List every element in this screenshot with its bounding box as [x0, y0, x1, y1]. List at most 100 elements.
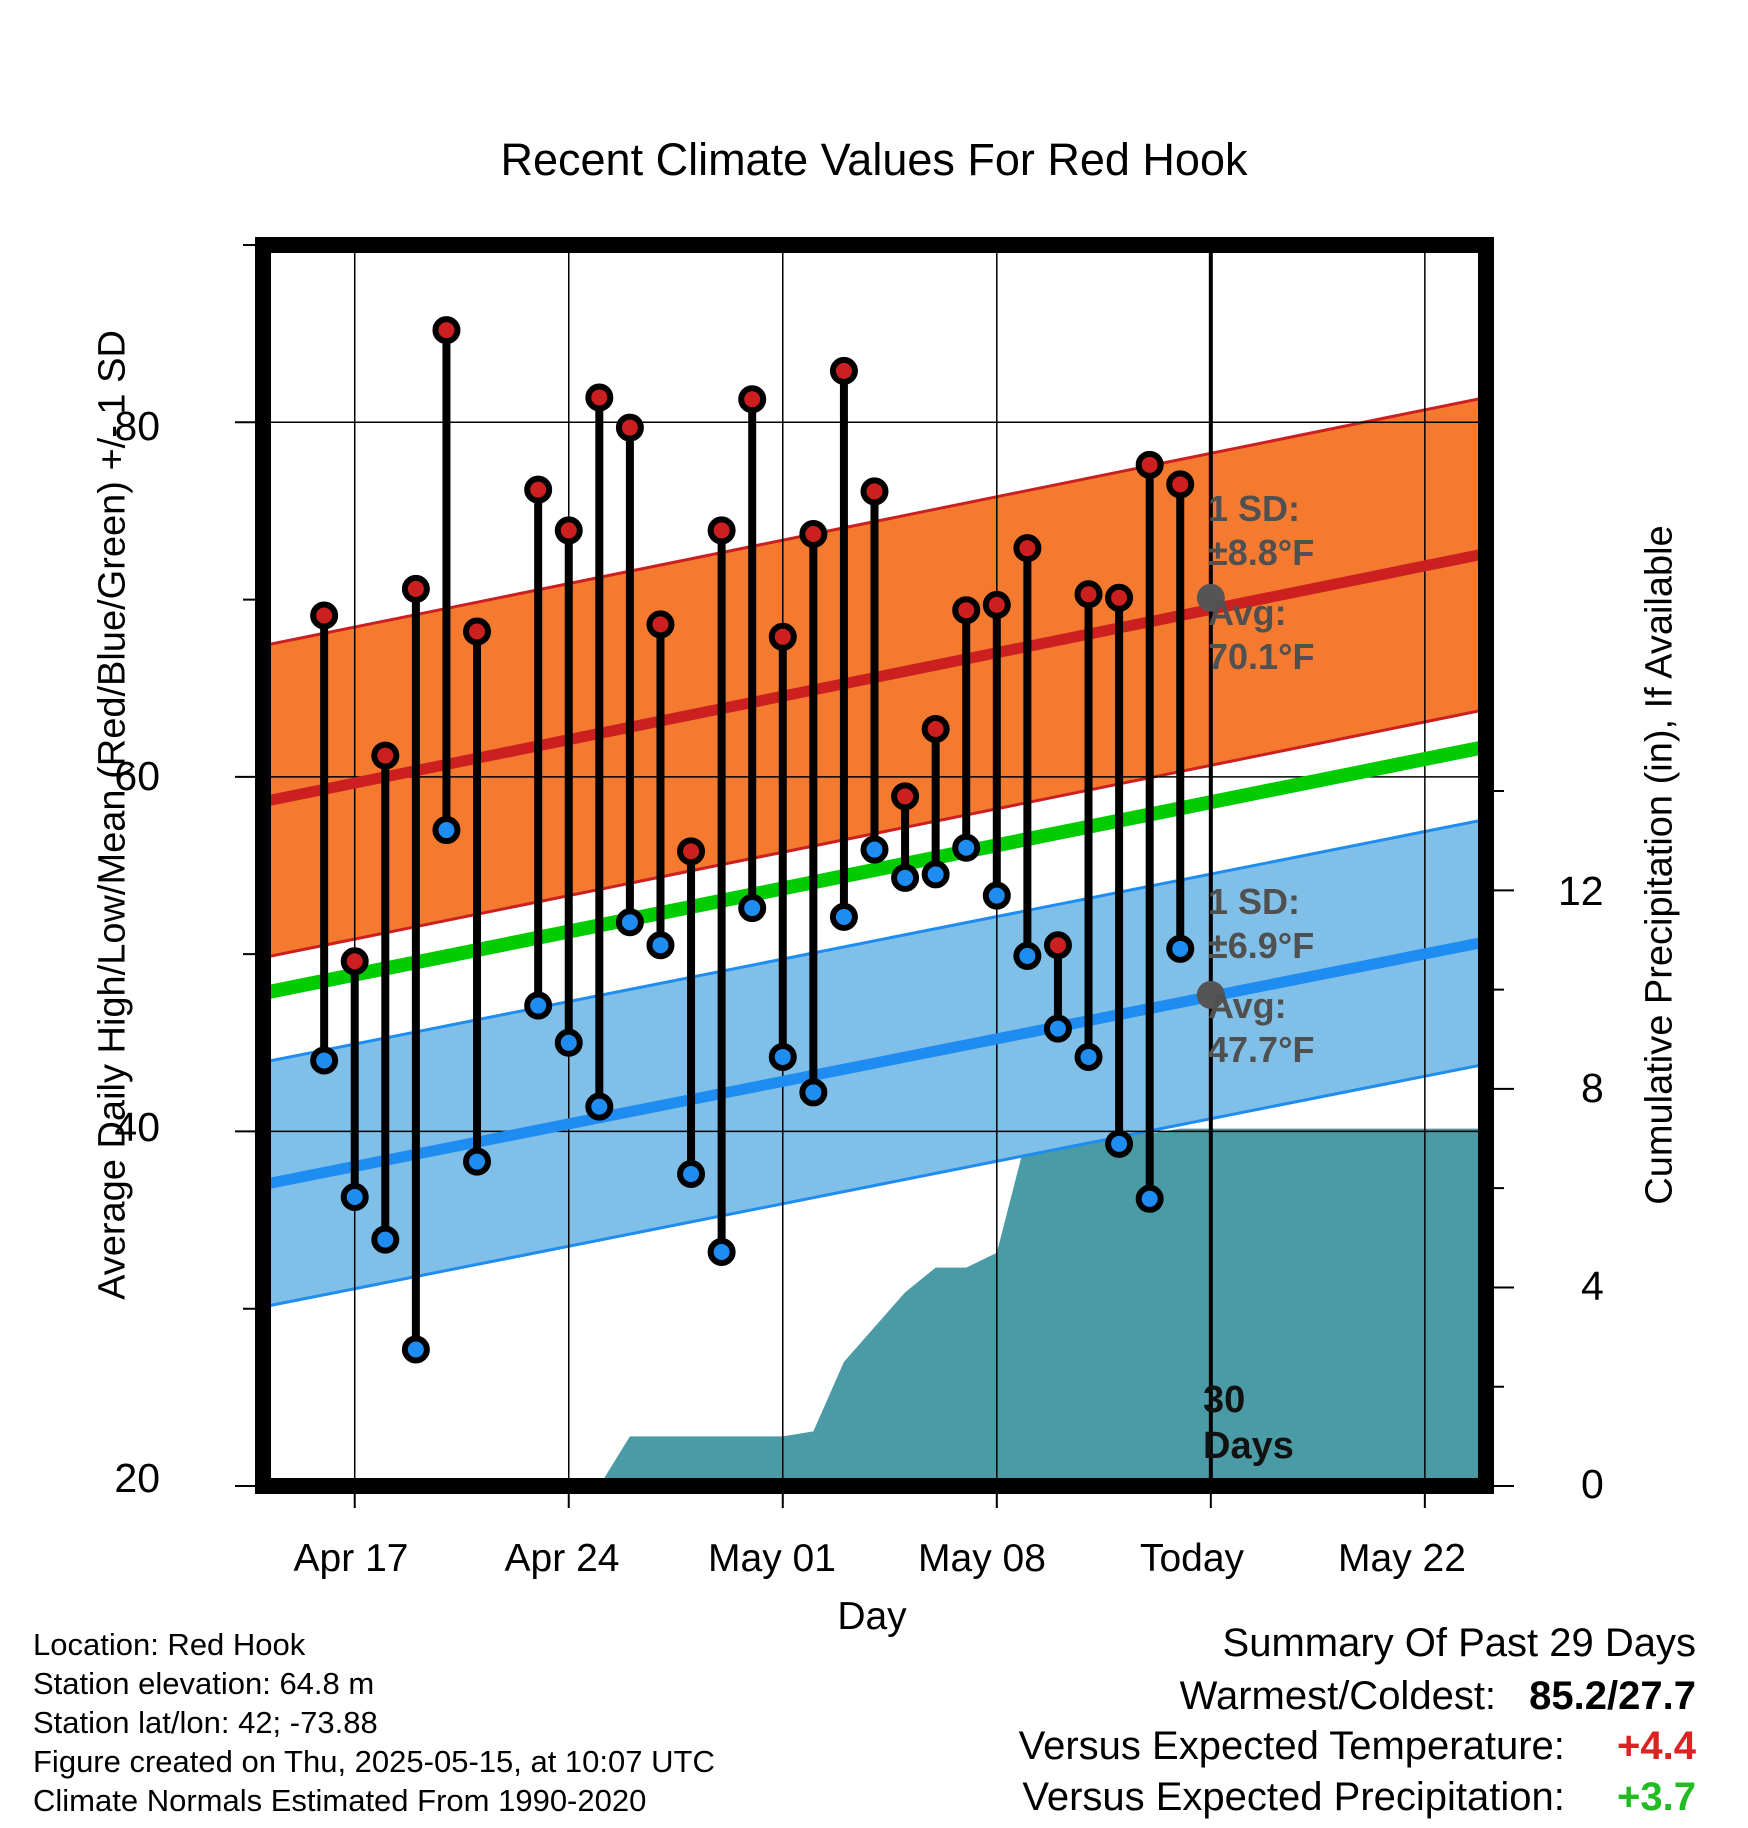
- summary-temp: Versus Expected Temperature: +4.4: [1019, 1724, 1696, 1769]
- daily-high-point: [554, 516, 583, 545]
- daily-high-point: [738, 385, 767, 414]
- high-sd-label: 1 SD:: [1208, 488, 1301, 529]
- daily-high-point: [829, 356, 858, 385]
- daily-low-point: [860, 835, 889, 864]
- daily-high-point: [1013, 534, 1042, 563]
- warm-cold-label: Warmest/Coldest:: [1179, 1674, 1497, 1718]
- y2-tick-label: 0: [1581, 1461, 1604, 1507]
- chart-title: Recent Climate Values For Red Hook: [500, 134, 1248, 185]
- normal-low-line: [263, 936, 1486, 1191]
- info-normals: Climate Normals Estimated From 1990-2020: [33, 1783, 647, 1818]
- x-tick-label: Today: [1139, 1537, 1245, 1580]
- high-avg-value: 70.1°F: [1208, 636, 1315, 677]
- y2-tick-label: 12: [1558, 868, 1604, 914]
- daily-low-point: [677, 1159, 706, 1188]
- high-avg-annotation: Avg: 70.1°F: [1208, 591, 1314, 679]
- precip-value: +3.7: [1617, 1775, 1696, 1819]
- high-sd-annotation: 1 SD: ±8.8°F: [1208, 487, 1314, 575]
- y-axis-label: Average Daily High/Low/Mean (Red/Blue/Gr…: [91, 330, 134, 1300]
- y-tick-label: 80: [114, 403, 160, 449]
- daily-low-point: [799, 1078, 828, 1107]
- info-elevation: Station elevation: 64.8 m: [33, 1666, 375, 1701]
- daily-low-point: [891, 863, 920, 892]
- info-location: Location: Red Hook: [33, 1627, 306, 1662]
- low-avg-value: 47.7°F: [1208, 1029, 1315, 1070]
- daily-low-point: [524, 991, 553, 1020]
- daily-low-point: [1013, 941, 1042, 970]
- plot-area: [263, 245, 1486, 1486]
- high-avg-label: Avg:: [1208, 592, 1287, 633]
- daily-low-point: [1043, 1014, 1072, 1043]
- x-axis-label: Day: [837, 1595, 907, 1638]
- daily-low-point: [401, 1335, 430, 1364]
- info-latlon: Station lat/lon: 42; -73.88: [33, 1705, 378, 1740]
- daily-low-point: [768, 1042, 797, 1071]
- daily-high-point: [1074, 580, 1103, 609]
- low-avg-label: Avg:: [1208, 985, 1287, 1026]
- x-tick-label: Apr 17: [293, 1537, 409, 1580]
- summary-warm-cold: Warmest/Coldest: 85.2/27.7: [1180, 1674, 1696, 1719]
- daily-high-point: [310, 601, 339, 630]
- daily-high-point: [615, 413, 644, 442]
- daily-low-point: [707, 1237, 736, 1266]
- daily-high-point: [707, 516, 736, 545]
- summary-heading: Summary Of Past 29 Days: [1222, 1621, 1696, 1665]
- summary-precip: Versus Expected Precipitation: +3.7: [1022, 1775, 1696, 1820]
- daily-high-point: [401, 574, 430, 603]
- daily-low-point: [463, 1147, 492, 1176]
- daily-low-point: [310, 1046, 339, 1075]
- today-high-avg-marker: [1196, 583, 1225, 612]
- low-sd-value: ±6.9°F: [1208, 925, 1315, 966]
- daily-high-point: [1043, 931, 1072, 960]
- daily-high-point: [646, 610, 675, 639]
- daily-high-point: [891, 782, 920, 811]
- temp-value: +4.4: [1617, 1724, 1696, 1768]
- daily-low-point: [1074, 1042, 1103, 1071]
- daily-high-point: [1166, 470, 1195, 499]
- daily-high-point: [340, 947, 369, 976]
- daily-low-point: [554, 1028, 583, 1057]
- daily-high-point: [1135, 450, 1164, 479]
- x-tick-label: May 22: [1338, 1537, 1466, 1580]
- daily-low-point: [615, 908, 644, 937]
- daily-high-point: [524, 475, 553, 504]
- warm-cold-value: 85.2/27.7: [1529, 1674, 1696, 1718]
- x-tick-label: May 01: [708, 1537, 836, 1580]
- precip-label: Versus Expected Precipitation:: [1022, 1775, 1565, 1819]
- daily-low-point: [432, 816, 461, 845]
- precipitation-area: [263, 1128, 1486, 1486]
- y2-axis-label: Cumulative Precipitation (in), If Availa…: [1638, 525, 1681, 1205]
- daily-high-point: [768, 622, 797, 651]
- daily-high-point: [860, 477, 889, 506]
- daily-low-point: [585, 1092, 614, 1121]
- daily-high-point: [1105, 583, 1134, 612]
- plot-frame: [255, 237, 1494, 1494]
- daily-high-point: [799, 519, 828, 548]
- high-sd-value: ±8.8°F: [1208, 532, 1315, 573]
- daily-high-point: [585, 383, 614, 412]
- normal-low-lower-sd-line: [263, 1062, 1486, 1309]
- daily-high-point: [371, 741, 400, 770]
- low-avg-annotation: Avg: 47.7°F: [1208, 984, 1314, 1072]
- days-annotation: 30 Days: [1203, 1377, 1294, 1469]
- normal-mean-line: [263, 739, 1486, 1001]
- info-created: Figure created on Thu, 2025-05-15, at 10…: [33, 1744, 715, 1779]
- temp-label: Versus Expected Temperature:: [1018, 1724, 1565, 1768]
- y2-tick-label: 8: [1581, 1065, 1604, 1111]
- y2-tick-label: 4: [1581, 1263, 1604, 1309]
- daily-high-point: [921, 714, 950, 743]
- low-sd-annotation: 1 SD: ±6.9°F: [1208, 880, 1314, 968]
- days-label: Days: [1203, 1425, 1294, 1467]
- daily-low-point: [1105, 1129, 1134, 1158]
- x-tick-label: May 08: [918, 1537, 1046, 1580]
- y-tick-label: 20: [114, 1455, 160, 1501]
- daily-low-point: [371, 1225, 400, 1254]
- daily-high-point: [952, 596, 981, 625]
- y-tick-label: 40: [114, 1104, 160, 1150]
- low-sd-label: 1 SD:: [1208, 881, 1301, 922]
- daily-high-point: [677, 837, 706, 866]
- days-count: 30: [1203, 1379, 1246, 1421]
- daily-low-point: [340, 1183, 369, 1212]
- today-low-avg-marker: [1196, 980, 1225, 1009]
